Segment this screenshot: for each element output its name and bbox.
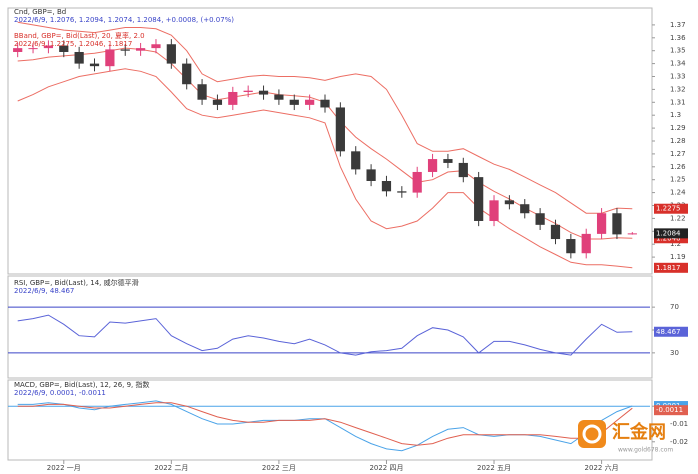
panel-title: MACD, GBP=, Bid(Last), 12, 26, 9, 指数 — [14, 380, 150, 389]
logo-name: 汇金网 — [612, 421, 666, 443]
band-value-label: 1.2275 — [656, 205, 681, 213]
x-tick-label: 2022 二月 — [154, 464, 188, 472]
panel-subtitle: 2022/6/9, 0.0001, -0.0011 — [14, 389, 106, 397]
logo-icon-ring — [582, 424, 602, 444]
last-price-label-box — [654, 228, 688, 239]
last-price-label: 1.2084 — [656, 229, 681, 237]
indicator-value-label-box — [654, 405, 688, 416]
candle-body — [335, 107, 345, 152]
x-tick-label: 2022 三月 — [262, 464, 296, 472]
candle-body — [74, 51, 84, 64]
panel-title: Cnd, GBP=, Bd — [14, 8, 66, 16]
candle-body — [381, 180, 392, 192]
y-tick-label: -0.02 — [670, 438, 688, 446]
panel-title: RSI, GBP=, Bid(Last), 14, 威尔德平滑 — [14, 278, 139, 287]
panel-subtitle: 2022/6/9, 48.467 — [14, 287, 74, 295]
indicator-value-label: 48.467 — [656, 328, 681, 336]
band-value-label-box — [654, 262, 688, 273]
y-tick-label: 70 — [670, 303, 679, 311]
candle-body — [397, 191, 407, 193]
y-tick-label: 1.24 — [670, 189, 686, 197]
y-tick-label: 1.25 — [670, 176, 686, 184]
logo-icon — [578, 420, 606, 448]
y-tick-label: 1.35 — [670, 47, 686, 55]
x-tick-label: 2022 一月 — [47, 464, 81, 472]
candle-body — [366, 169, 376, 181]
candle-body — [166, 44, 176, 64]
candle-body — [581, 233, 591, 254]
candle-body — [243, 90, 253, 92]
logo: 汇金网 www.gold678.com — [578, 420, 673, 454]
candle-body — [59, 45, 69, 52]
bollinger-line — [17, 68, 633, 269]
indicator-line — [17, 402, 633, 446]
candle-body — [28, 48, 38, 50]
y-tick-label: 1.33 — [670, 73, 686, 81]
candle-body — [489, 200, 499, 221]
candle-body — [504, 200, 514, 205]
candle-body — [566, 239, 576, 254]
annotation: 2022/6/9, 1.2275, 1.2046, 1.1817 — [14, 40, 132, 48]
panel-subtitle: 2022/6/9, 1.2076, 1.2094, 1.2074, 1.2084… — [14, 16, 234, 24]
candle-body — [212, 99, 223, 105]
candle-body — [43, 45, 54, 49]
rsi-panel — [7, 275, 653, 379]
candle-body — [151, 44, 161, 49]
y-tick-label: 1.34 — [670, 60, 686, 68]
y-tick-label: 1.2 — [670, 240, 681, 248]
y-tick-label: 1.37 — [670, 21, 686, 29]
candle-body — [105, 49, 115, 67]
y-tick-label: 1.29 — [670, 124, 686, 132]
candle-body — [289, 99, 299, 105]
logo-url: www.gold678.com — [618, 447, 673, 454]
candle-body — [520, 204, 530, 214]
candle-body — [351, 151, 361, 170]
candle-body — [274, 94, 284, 100]
candle-body — [627, 233, 637, 235]
indicator-value-label-box — [654, 326, 688, 337]
y-tick-label: 1.3 — [670, 111, 681, 119]
y-tick-label: -0.01 — [670, 420, 688, 428]
y-tick-label: 1.36 — [670, 34, 686, 42]
candle-body — [427, 159, 438, 172]
candle-body — [443, 159, 453, 163]
candle-body — [596, 213, 607, 234]
annotation: BBand, GBP=, Bid(Last), 20, 夏率, 2.0 — [14, 31, 145, 40]
candle-body — [197, 84, 207, 100]
candle-body — [305, 99, 315, 105]
y-tick-label: 1.26 — [670, 163, 686, 171]
x-tick-label: 2022 五月 — [477, 464, 511, 472]
candle-body — [89, 63, 100, 67]
candle-body — [13, 48, 23, 52]
y-tick-label: 30 — [670, 349, 679, 357]
y-tick-label: 1.32 — [670, 85, 686, 93]
indicator-line — [17, 314, 633, 356]
bollinger-line — [17, 21, 633, 214]
y-tick-label: 1.28 — [670, 137, 686, 145]
candle-body — [550, 224, 561, 240]
y-tick-label: 1.22 — [670, 214, 686, 222]
candle-body — [612, 213, 622, 235]
x-tick-label: 2022 六月 — [585, 463, 619, 472]
y-tick-label: 1.27 — [670, 150, 686, 158]
macd-panel — [7, 379, 653, 461]
candle-body — [228, 91, 238, 105]
indicator-value-label: -0.0011 — [656, 406, 683, 414]
candle-body — [136, 48, 146, 51]
candle-body — [535, 213, 545, 225]
band-value-label-box — [654, 203, 688, 214]
candle-body — [320, 99, 330, 108]
x-tick-label: 2022 四月 — [369, 464, 403, 472]
candle-body — [412, 171, 422, 193]
candle-body — [120, 49, 130, 51]
candle-body — [258, 90, 269, 95]
candle-body — [474, 177, 484, 221]
y-tick-label: 1.19 — [670, 253, 686, 261]
candle-body — [182, 63, 192, 85]
band-value-label: 1.1817 — [656, 264, 681, 272]
y-tick-label: 1.31 — [670, 98, 686, 106]
candle-body — [458, 162, 468, 178]
